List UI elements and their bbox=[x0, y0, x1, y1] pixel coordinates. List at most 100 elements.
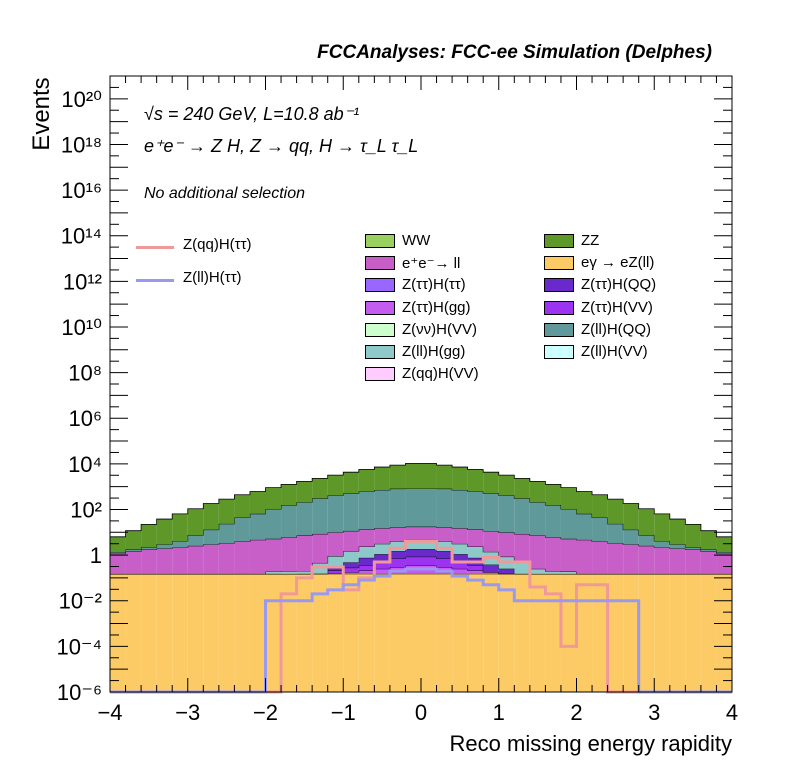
bar-6-7 bbox=[218, 523, 235, 544]
legend-line-swatch bbox=[136, 246, 174, 249]
bar-5-9 bbox=[249, 539, 266, 574]
bar-0-3 bbox=[156, 573, 173, 692]
bar-6-15 bbox=[343, 493, 359, 531]
legend-label: Z(ll)H(gg) bbox=[402, 343, 466, 360]
bar-7-23 bbox=[467, 469, 484, 492]
bar-4-26 bbox=[514, 563, 530, 574]
bar-5-33 bbox=[623, 544, 639, 574]
bar-5-24 bbox=[483, 531, 499, 552]
y-tick-label: 10⁻⁴ bbox=[56, 634, 102, 659]
bar-5-22 bbox=[452, 528, 468, 544]
bar-6-6 bbox=[203, 529, 219, 545]
bar-4-21 bbox=[436, 541, 453, 552]
bar-7-3 bbox=[156, 519, 173, 545]
bar-7-18 bbox=[389, 465, 406, 489]
bar-6-20 bbox=[421, 488, 437, 527]
bar-2-23 bbox=[467, 565, 484, 571]
bar-7-2 bbox=[141, 524, 157, 548]
bar-2-17 bbox=[374, 561, 390, 569]
bar-4-10 bbox=[265, 571, 282, 574]
plot-header: FCCAnalyses: FCC-ee Simulation (Delphes) bbox=[317, 42, 712, 63]
bar-1-17 bbox=[374, 568, 390, 574]
bar-7-35 bbox=[654, 513, 670, 542]
bar-5-7 bbox=[218, 543, 235, 574]
bar-5-28 bbox=[545, 537, 561, 572]
bar-7-29 bbox=[560, 487, 577, 509]
bar-5-14 bbox=[327, 532, 344, 557]
legend-label: Z(ll)H(ττ) bbox=[183, 269, 242, 286]
bar-5-15 bbox=[343, 530, 359, 552]
bar-6-37 bbox=[685, 547, 701, 550]
y-tick-label: 10¹⁸ bbox=[61, 132, 102, 157]
bar-5-16 bbox=[358, 529, 375, 547]
bar-7-33 bbox=[623, 503, 639, 530]
bar-7-17 bbox=[374, 467, 390, 490]
bar-6-17 bbox=[374, 489, 390, 529]
bar-0-37 bbox=[685, 573, 701, 692]
bar-6-23 bbox=[467, 491, 484, 530]
x-tick-label: −2 bbox=[253, 700, 278, 725]
x-tick-label: 2 bbox=[570, 700, 582, 725]
bar-0-22 bbox=[452, 573, 468, 692]
bar-1-22 bbox=[452, 568, 468, 574]
bar-7-11 bbox=[281, 484, 297, 506]
bar-7-4 bbox=[172, 513, 188, 542]
y-tick-label: 10¹² bbox=[63, 269, 102, 294]
bar-6-0 bbox=[110, 552, 126, 554]
bar-5-38 bbox=[700, 551, 717, 574]
bar-4-22 bbox=[452, 543, 468, 555]
bar-0-15 bbox=[343, 573, 359, 692]
bar-0-6 bbox=[203, 573, 219, 692]
bar-0-29 bbox=[560, 573, 577, 692]
legend-swatch bbox=[365, 256, 395, 271]
bar-7-0 bbox=[110, 536, 126, 553]
bar-5-35 bbox=[654, 547, 670, 574]
x-axis-label: Reco missing energy rapidity bbox=[449, 731, 732, 756]
bar-6-19 bbox=[405, 488, 421, 527]
bar-6-31 bbox=[592, 517, 608, 542]
bar-0-28 bbox=[545, 573, 561, 692]
bar-0-27 bbox=[529, 573, 546, 692]
bar-0-0 bbox=[110, 573, 126, 692]
bar-5-0 bbox=[110, 553, 126, 574]
bar-6-16 bbox=[358, 491, 375, 530]
bar-7-20 bbox=[421, 463, 437, 489]
bar-5-2 bbox=[141, 549, 157, 574]
bar-0-30 bbox=[576, 573, 593, 692]
legend-label: Z(ττ)H(QQ) bbox=[581, 276, 657, 294]
bar-5-34 bbox=[638, 545, 655, 574]
bar-4-14 bbox=[327, 556, 344, 567]
bar-0-9 bbox=[249, 573, 266, 692]
bar-7-5 bbox=[187, 508, 204, 536]
bar-6-18 bbox=[389, 488, 406, 528]
bar-6-27 bbox=[529, 502, 546, 536]
bar-5-6 bbox=[203, 544, 219, 574]
legend-label: Z(qq)H(VV) bbox=[402, 365, 479, 383]
bar-5-12 bbox=[296, 535, 313, 572]
y-tick-label: 10² bbox=[70, 497, 102, 522]
bar-0-12 bbox=[296, 573, 313, 692]
bar-2-14 bbox=[327, 570, 344, 574]
bar-2-20 bbox=[421, 556, 437, 566]
bar-0-8 bbox=[234, 573, 250, 692]
legend-swatch bbox=[544, 234, 574, 248]
bar-4-15 bbox=[343, 551, 359, 563]
bar-0-36 bbox=[669, 573, 686, 692]
bar-7-37 bbox=[685, 524, 701, 548]
bar-5-18 bbox=[389, 527, 406, 542]
bar-0-17 bbox=[374, 573, 390, 692]
bar-0-32 bbox=[607, 573, 624, 692]
legend-label: Z(ττ)H(VV) bbox=[581, 298, 653, 316]
bar-5-11 bbox=[281, 537, 297, 572]
bar-4-23 bbox=[467, 546, 484, 558]
bar-5-3 bbox=[156, 548, 173, 574]
bar-6-33 bbox=[623, 529, 639, 545]
bar-7-12 bbox=[296, 481, 313, 503]
legend-label: e⁺e⁻→ ll bbox=[402, 255, 461, 273]
bar-5-31 bbox=[592, 541, 608, 574]
bar-5-20 bbox=[421, 526, 437, 540]
bar-7-38 bbox=[700, 530, 717, 550]
bar-6-22 bbox=[452, 489, 468, 529]
y-tick-label: 10⁶ bbox=[68, 406, 102, 431]
bar-6-30 bbox=[576, 513, 593, 540]
